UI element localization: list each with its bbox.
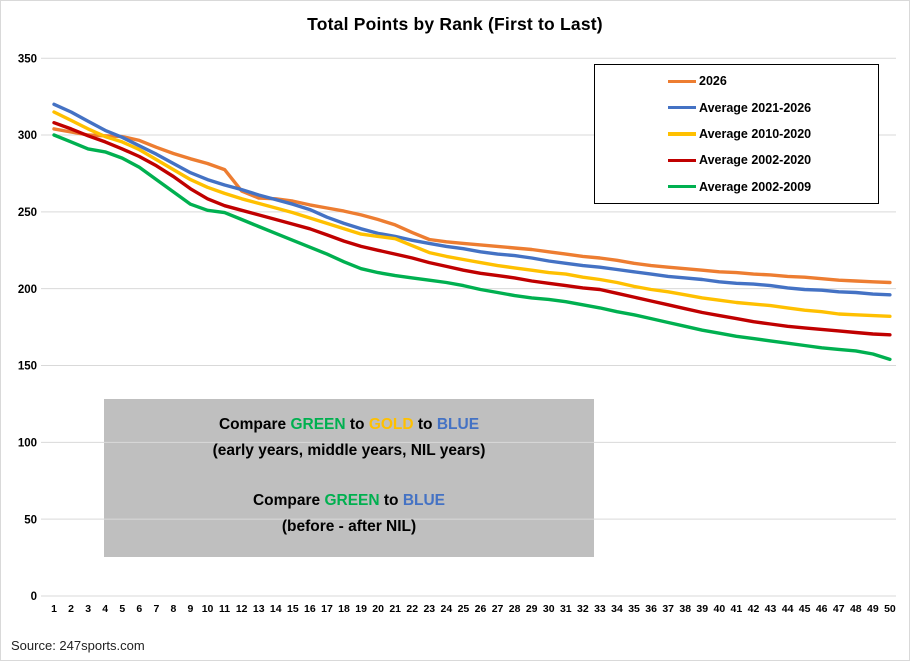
x-tick-label: 28: [509, 603, 521, 615]
x-tick-label: 34: [611, 603, 623, 615]
x-tick-label: 38: [679, 603, 691, 615]
annotation-text-segment: to: [345, 416, 369, 433]
x-tick-label: 7: [153, 603, 159, 615]
source-note: Source: 247sports.com: [11, 638, 145, 653]
x-tick-label: 32: [577, 603, 589, 615]
annotation-text: Compare GREEN to GOLD to BLUE (early yea…: [104, 399, 594, 557]
x-tick-label: 21: [389, 603, 401, 615]
y-tick-label: 250: [18, 207, 37, 219]
legend-line-swatch-gold: [668, 132, 696, 136]
x-tick-label: 3: [85, 603, 91, 615]
legend-item-average-2002-2009: Average 2002-2009: [595, 177, 878, 197]
legend-item-average-2021-2026: Average 2021-2026: [595, 98, 878, 118]
annotation-blue-word: BLUE: [402, 492, 446, 509]
x-tick-label: 43: [765, 603, 777, 615]
annotation-gold-word: GOLD: [368, 416, 414, 433]
x-tick-label: 47: [833, 603, 845, 615]
legend-item-2026: 2026: [595, 71, 878, 91]
annotation-text-segment: to: [413, 416, 437, 433]
legend-line-swatch-green: [668, 184, 696, 189]
x-tick-label: 40: [713, 603, 725, 615]
x-tick-label: 12: [236, 603, 248, 615]
annotation-text-segment: Compare: [252, 492, 325, 509]
x-tick-label: 1: [51, 603, 57, 615]
y-tick-label: 350: [18, 53, 37, 65]
x-tick-label: 31: [560, 603, 572, 615]
x-tick-label: 24: [441, 603, 453, 615]
x-tick-label: 14: [270, 603, 282, 615]
x-tick-label: 16: [304, 603, 316, 615]
x-tick-label: 5: [119, 603, 125, 615]
x-tick-label: 11: [219, 603, 230, 615]
x-tick-label: 9: [188, 603, 194, 615]
x-tick-label: 45: [799, 603, 811, 615]
x-tick-label: 8: [170, 603, 176, 615]
x-tick-label: 26: [475, 603, 487, 615]
x-tick-label: 41: [731, 603, 743, 615]
x-tick-label: 19: [355, 603, 367, 615]
x-tick-label: 17: [321, 603, 333, 615]
y-tick-label: 150: [18, 361, 37, 373]
x-tick-label: 33: [594, 603, 606, 615]
x-tick-label: 2: [68, 603, 74, 615]
annotation-green-word: GREEN: [290, 416, 346, 433]
x-tick-label: 22: [406, 603, 418, 615]
annotation-text-segment: Compare: [218, 416, 291, 433]
x-tick-label: 36: [645, 603, 657, 615]
y-tick-label: 100: [18, 438, 37, 450]
x-tick-label: 48: [850, 603, 862, 615]
legend-label: Average 2002-2009: [699, 179, 812, 194]
y-tick-label: 0: [31, 591, 37, 603]
x-tick-label: 25: [458, 603, 470, 615]
legend-label: Average 2010-2020: [699, 126, 812, 141]
x-tick-label: 29: [526, 603, 538, 615]
annotation-green-word: GREEN: [324, 492, 380, 509]
annotation-text-segment: to: [379, 492, 403, 509]
annotation-line-3: Compare GREEN to BLUE (before - after NI…: [104, 488, 594, 540]
legend-item-average-2010-2020: Average 2010-2020: [595, 124, 878, 144]
x-tick-label: 39: [696, 603, 708, 615]
annotation-blue-word: BLUE: [436, 416, 480, 433]
legend-label: 2026: [699, 74, 727, 89]
x-tick-label: 35: [628, 603, 640, 615]
legend-line-swatch-blue: [668, 105, 696, 110]
y-tick-label: 50: [24, 514, 37, 526]
legend-line-swatch-red: [668, 158, 696, 163]
chart-title: Total Points by Rank (First to Last): [307, 14, 603, 34]
x-tick-label: 20: [372, 603, 384, 615]
x-tick-label: 42: [748, 603, 760, 615]
x-tick-label: 10: [202, 603, 214, 615]
x-tick-label: 37: [662, 603, 674, 615]
legend-label: Average 2021-2026: [699, 100, 812, 115]
annotation-line-2: (early years, middle years, NIL years): [212, 442, 486, 459]
x-tick-label: 6: [136, 603, 142, 615]
x-tick-label: 50: [884, 603, 896, 615]
legend-item-average-2002-2020: Average 2002-2020: [595, 150, 878, 170]
annotation-line-1: Compare GREEN to GOLD to BLUE (early yea…: [104, 412, 594, 464]
legend-label: Average 2002-2020: [699, 153, 812, 168]
y-tick-label: 300: [18, 130, 37, 142]
x-tick-label: 4: [102, 603, 108, 615]
x-tick-label: 46: [816, 603, 828, 615]
x-tick-label: 23: [423, 603, 435, 615]
annotation-box-background: [104, 399, 594, 557]
legend-line-swatch-orange: [668, 79, 696, 84]
chart-legend: 2026 Average 2021-2026 Average 2010-2020…: [594, 64, 879, 204]
x-tick-label: 44: [782, 603, 794, 615]
x-tick-label: 15: [287, 603, 299, 615]
x-tick-label: 27: [492, 603, 504, 615]
x-tick-label: 18: [338, 603, 350, 615]
y-tick-label: 200: [18, 284, 37, 296]
annotation-line-4: (before - after NIL): [281, 518, 417, 535]
x-tick-label: 49: [867, 603, 879, 615]
x-tick-label: 13: [253, 603, 265, 615]
x-tick-label: 30: [543, 603, 555, 615]
